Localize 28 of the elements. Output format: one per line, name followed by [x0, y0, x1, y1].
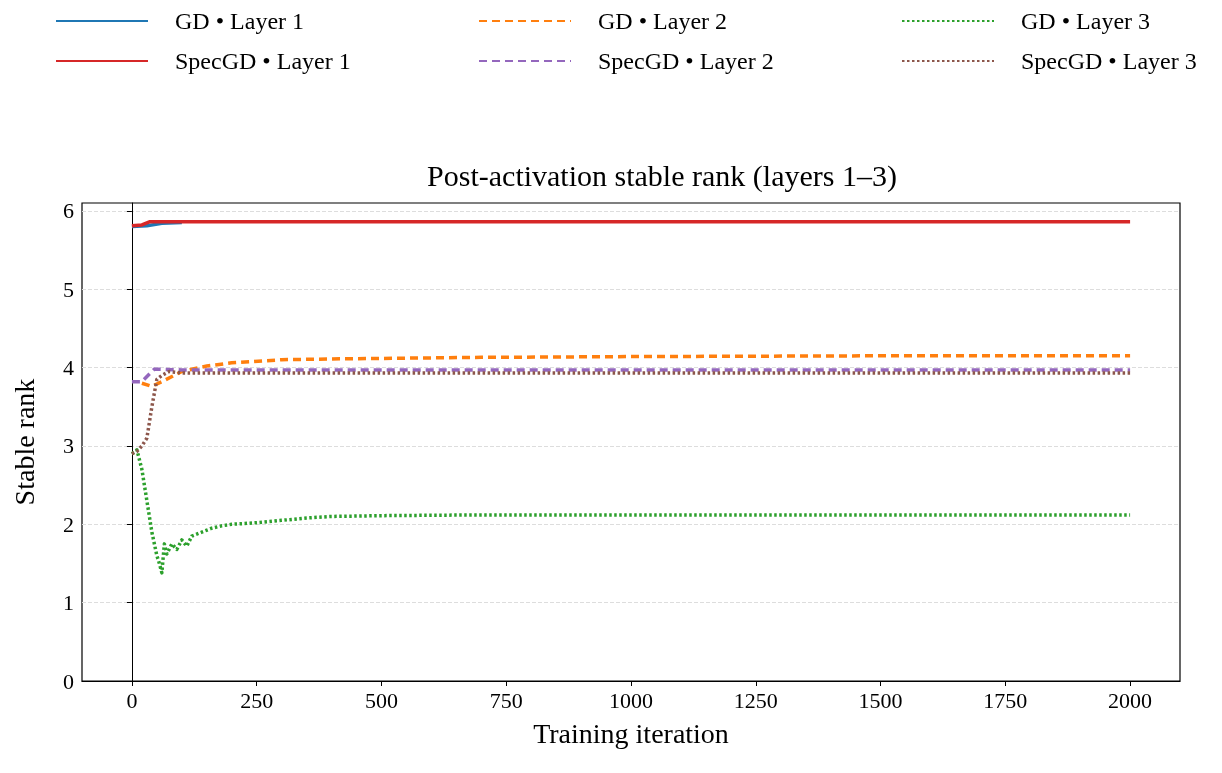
y-tick-label: 3 — [63, 433, 74, 459]
legend-label: GD • Layer 3 — [1021, 8, 1151, 34]
x-tick-label: 250 — [240, 687, 274, 713]
x-axis-title: Training iteration — [533, 717, 729, 749]
legend-label: SpecGD • Layer 2 — [598, 48, 774, 74]
x-tick-label: 500 — [364, 687, 398, 713]
x-tick-label: 0 — [126, 687, 138, 713]
y-tick-label: 6 — [63, 198, 74, 224]
x-tick-label: 1500 — [858, 687, 903, 713]
y-tick-label: 2 — [63, 511, 74, 537]
y-axis-title: Stable rank — [8, 378, 40, 506]
x-tick-label: 750 — [489, 687, 523, 713]
x-tick-label: 2000 — [1108, 687, 1153, 713]
chart-title: Post-activation stable rank (layers 1–3) — [427, 158, 897, 193]
x-tick-label: 1750 — [983, 687, 1028, 713]
line-series — [130, 369, 1132, 456]
x-tick-label: 1000 — [609, 687, 653, 713]
legend-label: GD • Layer 1 — [175, 8, 305, 34]
line-series — [140, 354, 1132, 389]
y-tick-label: 4 — [63, 355, 74, 381]
line-series — [130, 448, 1132, 575]
x-tick-label: 1250 — [733, 687, 778, 713]
legend-label: SpecGD • Layer 3 — [1021, 48, 1197, 74]
y-tick-label: 0 — [63, 668, 74, 694]
legend-label: GD • Layer 2 — [598, 8, 728, 34]
y-tick-label: 1 — [63, 590, 74, 616]
y-tick-label: 5 — [63, 276, 74, 302]
legend-label: SpecGD • Layer 1 — [175, 48, 351, 74]
